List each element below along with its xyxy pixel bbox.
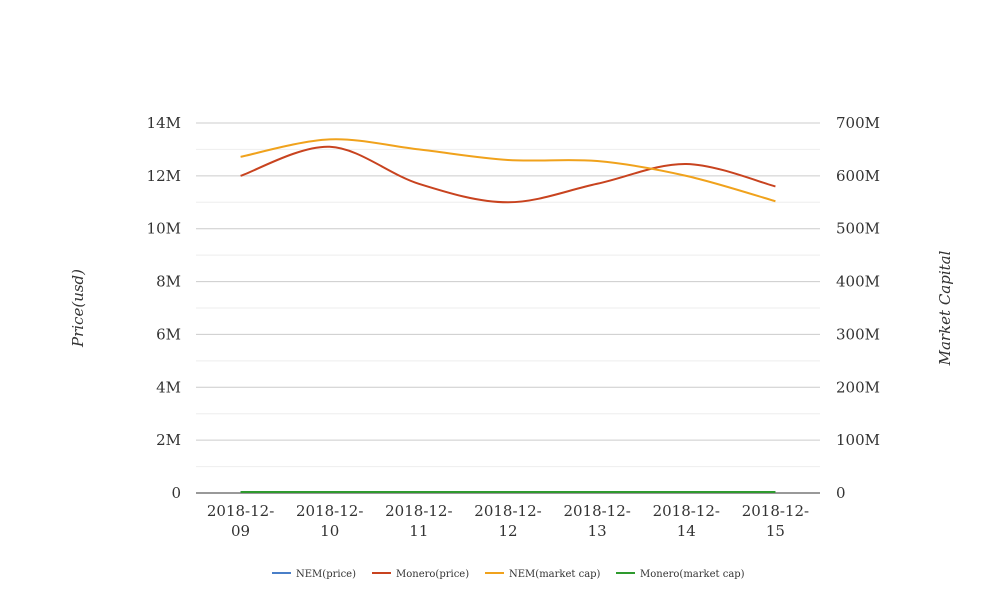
legend-label-nem-market-cap: NEM(market cap) — [509, 569, 601, 580]
y-tick-label: 12M — [147, 167, 181, 185]
x-tick-label: 2018-12-11 — [385, 502, 452, 540]
grid-layer — [196, 122, 820, 468]
series-layer — [240, 138, 776, 494]
legend-label-monero-market-cap: Monero(market cap) — [640, 569, 745, 580]
axis-layer: 0 2M 4M 6M 8M 10M 12M 14M 0 100M 200M 300M 400M 500M 6… — [147, 114, 880, 540]
y2-tick-label: 700M — [836, 114, 880, 132]
y-tick-label: 0 — [171, 484, 181, 502]
y-tick-label: 4M — [156, 378, 181, 396]
x-tick-label: 2018-12-13 — [563, 502, 630, 540]
x-tick-label: 2018-12-09 — [207, 502, 274, 540]
y2-tick-label: 100M — [836, 431, 880, 449]
y-tick-label: 14M — [147, 114, 181, 132]
legend-label-monero-price: Monero(price) — [396, 569, 469, 580]
y2-tick-label: 0 — [836, 484, 846, 502]
x-tick-label: 2018-12-12 — [474, 502, 541, 540]
x-tick-label: 2018-12-10 — [296, 502, 363, 540]
x-tick-label: 2018-12-14 — [653, 502, 720, 540]
y2-tick-label: 200M — [836, 378, 880, 396]
legend-label-nem-price: NEM(price) — [296, 569, 356, 580]
y2-tick-label: 600M — [836, 167, 880, 185]
y-tick-label: 6M — [156, 325, 181, 343]
y2-axis-title: Market Capital — [936, 250, 954, 366]
y-tick-label: 8M — [156, 273, 181, 291]
y-tick-label: 10M — [147, 220, 181, 238]
x-tick-label: 2018-12-15 — [742, 502, 809, 540]
y2-tick-label: 300M — [836, 325, 880, 343]
legend: NEM(price) Monero(price) NEM(market cap) Mo… — [272, 569, 745, 580]
y2-tick-label: 500M — [836, 220, 880, 238]
y2-tick-label: 400M — [836, 273, 880, 291]
series-line-nem-market-cap — [240, 138, 776, 203]
y-tick-label: 2M — [156, 431, 181, 449]
y-axis-title: Price(usd) — [69, 269, 87, 348]
series-line-monero-price — [240, 145, 776, 204]
